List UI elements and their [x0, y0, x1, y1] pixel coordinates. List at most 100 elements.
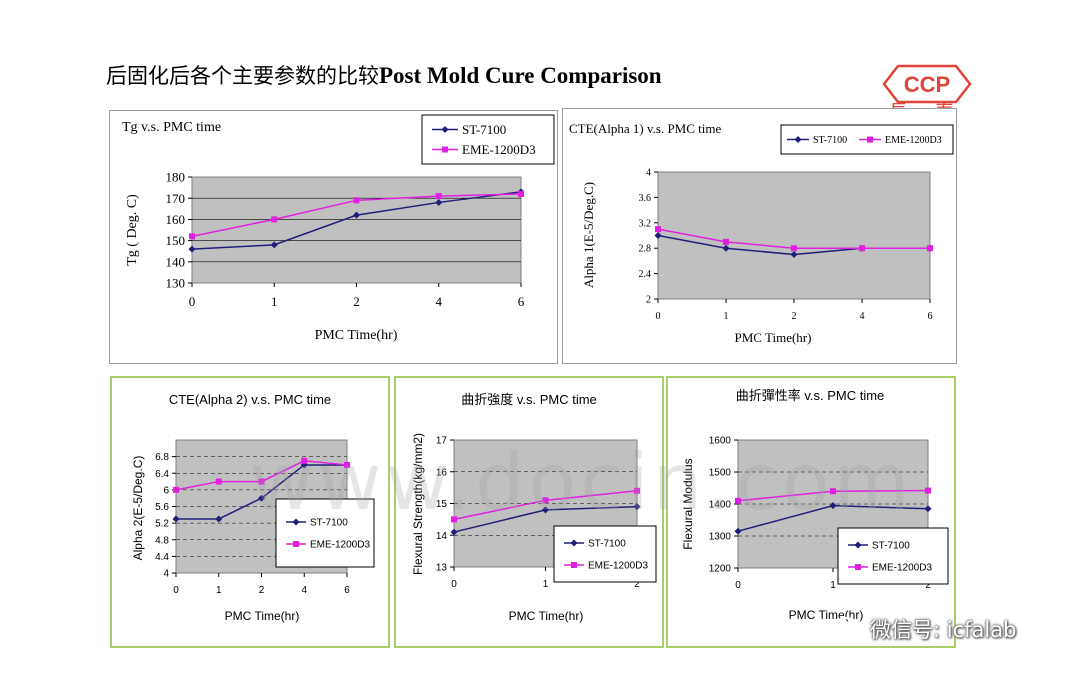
data-point: [435, 198, 443, 206]
data-point: [451, 516, 457, 523]
data-point: [654, 232, 662, 239]
chart-panel-flex-modulus: 1200 1300 1400 1500 1600 0 1 2 曲折彈性率 v.s. PMC ti…: [666, 376, 956, 648]
legend-label: EME-1200D3: [885, 135, 942, 146]
legend-label: ST-7100: [872, 541, 910, 552]
x-axis-label: PMC Time(hr): [315, 328, 398, 343]
y-tick-label: 180: [166, 170, 186, 185]
ccp-logo: CCP: [880, 64, 974, 124]
y-tick-label: 6.4: [155, 469, 169, 480]
chart-title: CTE(Alpha 1) v.s. PMC time: [569, 121, 721, 136]
legend-marker: [854, 541, 862, 549]
y-tick-label: 6: [163, 485, 169, 496]
plot-area: [657, 171, 931, 300]
legend-marker: [442, 146, 448, 153]
data-point: [215, 515, 223, 523]
chart-panel-flex-strength: 13 14 15 16 17 0 1 2 曲折強度 v.s. PMC time PMC Time(…: [394, 376, 664, 648]
data-point: [172, 515, 180, 523]
x-tick-label: 1: [271, 294, 278, 309]
legend-label: ST-7100: [310, 518, 348, 529]
y-tick-label: 1400: [709, 500, 732, 511]
x-tick-label: 0: [656, 311, 661, 322]
legend-box: [837, 527, 949, 585]
data-point: [344, 461, 350, 468]
y-axis-label: Tg ( Deg. C): [125, 194, 140, 266]
y-tick-label: 5.6: [155, 502, 169, 513]
y-tick-label: 3.2: [639, 218, 652, 229]
data-point: [735, 497, 741, 504]
data-point: [542, 506, 549, 514]
chart-panel-tg: 130 140 150 160 170 180 0 1 2 4 6 Tg v.s. PMC time P…: [109, 110, 558, 364]
y-axis-label: Flexural Modulus: [681, 458, 695, 549]
chart-alpha2: 4 4.4 4.8 5.2 5.6 6 6.4 6.8 0 1 2 4 6 CTE(Alpha 2) v.…: [131, 392, 375, 623]
data-point: [542, 497, 549, 504]
data-point: [450, 528, 458, 536]
y-tick-label: 4: [646, 168, 651, 179]
data-point: [859, 245, 865, 252]
legend-label: ST-7100: [462, 122, 506, 137]
page-title: 后固化后各个主要参数的比较Post Mold Cure Comparison: [106, 60, 662, 90]
plot-area: [191, 176, 522, 284]
page-title-en: Post Mold Cure Comparison: [379, 63, 662, 88]
x-tick-label: 1: [830, 580, 836, 591]
data-point: [633, 503, 641, 511]
data-point: [723, 238, 729, 245]
y-tick-label: 4.8: [155, 535, 169, 546]
wechat-icon: [834, 616, 863, 639]
x-tick-label: 4: [436, 294, 443, 309]
y-tick-label: 2.8: [639, 244, 652, 255]
y-tick-label: 1300: [709, 532, 732, 543]
legend-label: EME-1200D3: [872, 563, 932, 574]
chart-title: 曲折彈性率 v.s. PMC time: [736, 388, 885, 403]
data-point: [258, 494, 265, 502]
y-axis-label: Alpha 1(E-5/Deg.C): [581, 182, 596, 288]
y-tick-label: 4.4: [155, 552, 169, 563]
legend-marker: [867, 136, 873, 143]
legend-marker: [571, 562, 577, 568]
x-tick-label: 4: [860, 311, 865, 322]
y-tick-label: 1600: [709, 436, 732, 447]
y-tick-label: 170: [166, 191, 186, 206]
x-tick-label: 2: [259, 585, 265, 596]
legend-label: ST-7100: [813, 135, 847, 146]
y-tick-label: 13: [436, 563, 448, 574]
data-point: [722, 244, 730, 252]
data-point: [301, 457, 308, 464]
legend-marker: [292, 518, 300, 526]
legend-label: EME-1200D3: [588, 561, 648, 572]
y-axis-label: Flexural Strength(kg/mm2): [411, 433, 425, 575]
x-axis-label: PMC Time(hr): [225, 609, 300, 623]
chart-tg: 130 140 150 160 170 180 0 1 2 4 6 Tg v.s. PMC time P…: [122, 114, 555, 343]
legend-box: [275, 498, 375, 568]
x-tick-label: 0: [735, 580, 741, 591]
logo-text: CCP: [904, 72, 950, 97]
legend-box: [421, 114, 555, 165]
wechat-badge: 微信号: icfalab: [834, 612, 1054, 646]
data-point: [830, 488, 836, 495]
y-tick-label: 16: [436, 467, 448, 478]
data-point: [791, 245, 797, 252]
data-point: [927, 245, 933, 252]
data-point: [790, 251, 798, 259]
y-axis-label: Alpha 2(E-5/Deg.C): [131, 456, 145, 561]
y-tick-label: 1200: [709, 564, 732, 575]
data-point: [215, 478, 222, 485]
x-tick-label: 2: [792, 311, 797, 322]
data-point: [189, 233, 195, 240]
y-tick-label: 130: [166, 276, 186, 291]
page-title-zh: 后固化后各个主要参数的比较: [106, 64, 379, 88]
legend-marker: [293, 541, 299, 547]
data-point: [734, 527, 742, 535]
y-tick-label: 160: [166, 212, 186, 227]
x-tick-label: 0: [189, 294, 196, 309]
x-tick-label: 6: [344, 585, 350, 596]
y-tick-label: 2.4: [639, 269, 652, 280]
chart-panel-alpha1: 2 2.4 2.8 3.2 3.6 4 0 1 2 4 6 CTE(Alpha 1) v.s. PMC…: [562, 108, 957, 364]
y-tick-label: 1500: [709, 468, 732, 479]
y-tick-label: 6.8: [155, 452, 169, 463]
data-point: [435, 193, 442, 200]
x-tick-label: 1: [724, 311, 729, 322]
y-tick-label: 15: [436, 499, 448, 510]
data-point: [271, 216, 278, 223]
legend-marker: [441, 126, 449, 133]
x-axis-label: PMC Time(hr): [509, 609, 584, 623]
